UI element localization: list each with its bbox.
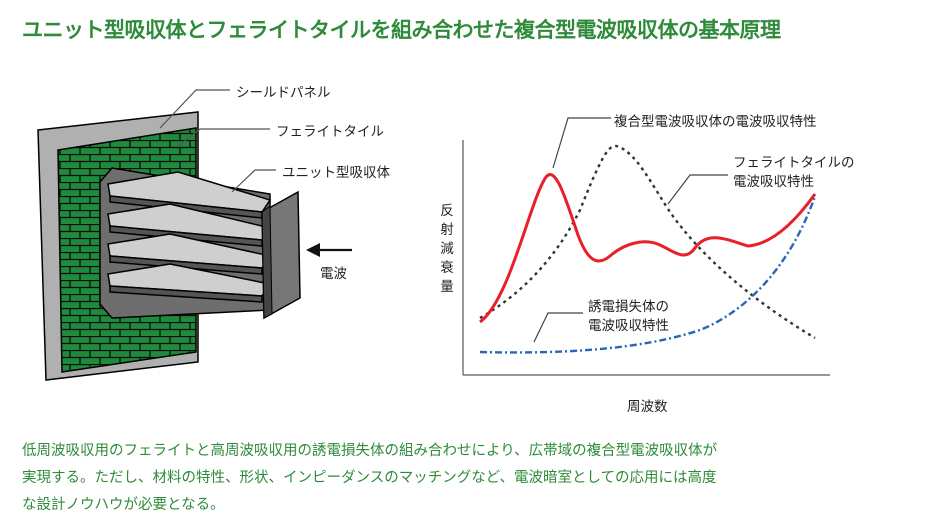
ferrite-curve-label-line1: フェライトタイルの [733,155,855,171]
shield-panel-label: シールドパネル [236,85,331,101]
ferrite-tile-label: フェライトタイル [276,124,384,140]
y-axis-label: 反射減衰量 [440,203,454,295]
dielectric-curve-label-line1: 誘電損失体の [588,299,669,315]
caption-line-1: 低周波吸収用のフェライトと高周波吸収用の誘電損失体の組み合わせにより、広帯域の複… [22,443,718,459]
caption: 低周波吸収用のフェライトと高周波吸収用の誘電損失体の組み合わせにより、広帯域の複… [22,438,927,519]
dielectric-curve [479,195,817,354]
composite-curve [479,173,817,324]
x-axis-label: 周波数 [627,399,668,415]
unit-absorber-label: ユニット型吸収体 [282,165,390,181]
ferrite-curve-label-line2: 電波吸収特性 [733,174,814,190]
composite-curve-label: 複合型電波吸収体の電波吸収特性 [614,114,817,130]
ferrite-curve [479,144,816,340]
page-title: ユニット型吸収体とフェライトタイルを組み合わせた複合型電波吸収体の基本原理 [22,18,781,42]
radio-wave-arrow-icon [306,243,352,257]
unit-absorber [107,171,272,303]
caption-line-3: な設計ノウハウが必要となる。 [22,497,225,513]
caption-line-2: 実現する。ただし、材料の特性、形状、インピーダンスのマッチングなど、電波暗室とし… [22,470,717,486]
dielectric-curve-label-line2: 電波吸収特性 [588,318,669,334]
radio-wave-label: 電波 [320,266,347,282]
